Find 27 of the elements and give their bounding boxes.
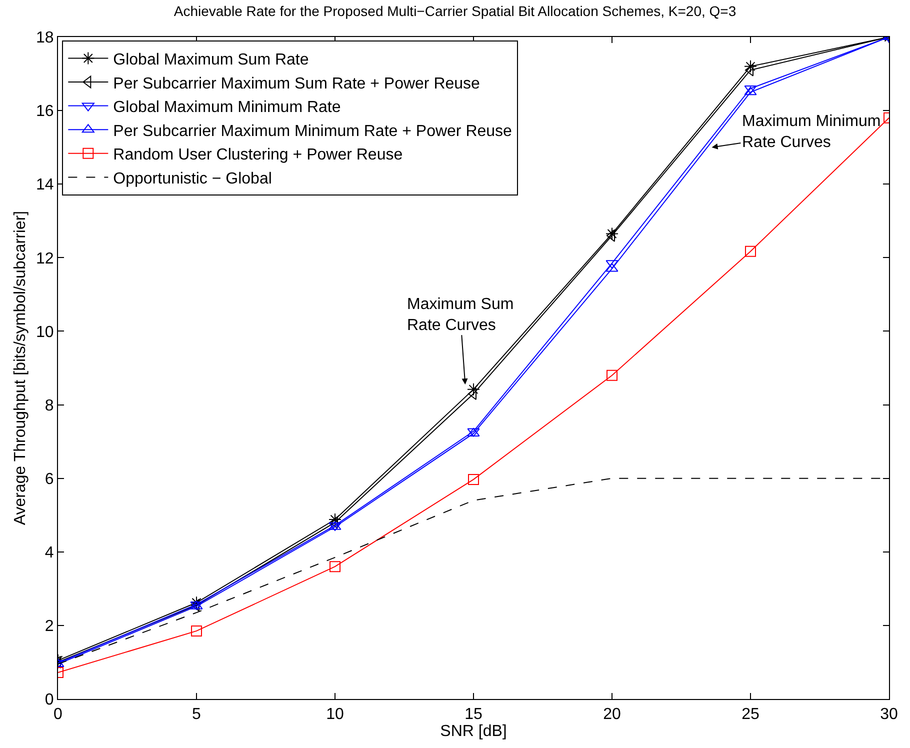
x-tick-label: 5 bbox=[192, 706, 202, 724]
y-tick-label: 10 bbox=[36, 324, 54, 341]
legend-label: Per Subcarrier Maximum Minimum Rate + Power Reuse bbox=[113, 122, 512, 140]
chart-title: Achievable Rate for the Proposed Multi−Carrier Spatial Bit Allocation Schemes, K=20, Q=3 bbox=[174, 2, 736, 19]
y-tick-label: 4 bbox=[44, 544, 54, 562]
y-tick-label: 8 bbox=[44, 397, 54, 414]
y-tick-label: 6 bbox=[44, 470, 54, 488]
x-tick-label: 20 bbox=[603, 706, 621, 724]
x-tick-label: 10 bbox=[326, 706, 344, 724]
x-axis-title: SNR [dB] bbox=[440, 723, 507, 740]
annotation: Maximum Minimum Rate Curves bbox=[742, 113, 881, 151]
y-tick-label: 2 bbox=[44, 618, 54, 636]
y-tick-label: 12 bbox=[36, 250, 54, 268]
legend-label: Global Maximum Minimum Rate bbox=[113, 99, 341, 116]
x-tick-label: 30 bbox=[880, 706, 898, 724]
legend-label: Global Maximum Sum Rate bbox=[113, 51, 309, 68]
y-tick-label: 0 bbox=[44, 692, 54, 709]
legend-label: Random User Clustering + Power Reuse bbox=[113, 146, 403, 164]
legend-label: Opportunistic − Global bbox=[113, 170, 272, 188]
y-tick-label: 18 bbox=[36, 30, 54, 47]
x-tick-label: 25 bbox=[742, 706, 760, 724]
annotation: Maximum Sum Rate Curves bbox=[407, 296, 514, 334]
x-tick-label: 15 bbox=[464, 706, 482, 724]
y-tick-label: 14 bbox=[36, 176, 54, 194]
legend-label: Per Subcarrier Maximum Sum Rate + Power Reuse bbox=[113, 75, 480, 92]
y-tick-label: 16 bbox=[36, 103, 54, 120]
y-axis-title: Average Throughput [bits/symbol/subcarrier] bbox=[12, 210, 29, 526]
